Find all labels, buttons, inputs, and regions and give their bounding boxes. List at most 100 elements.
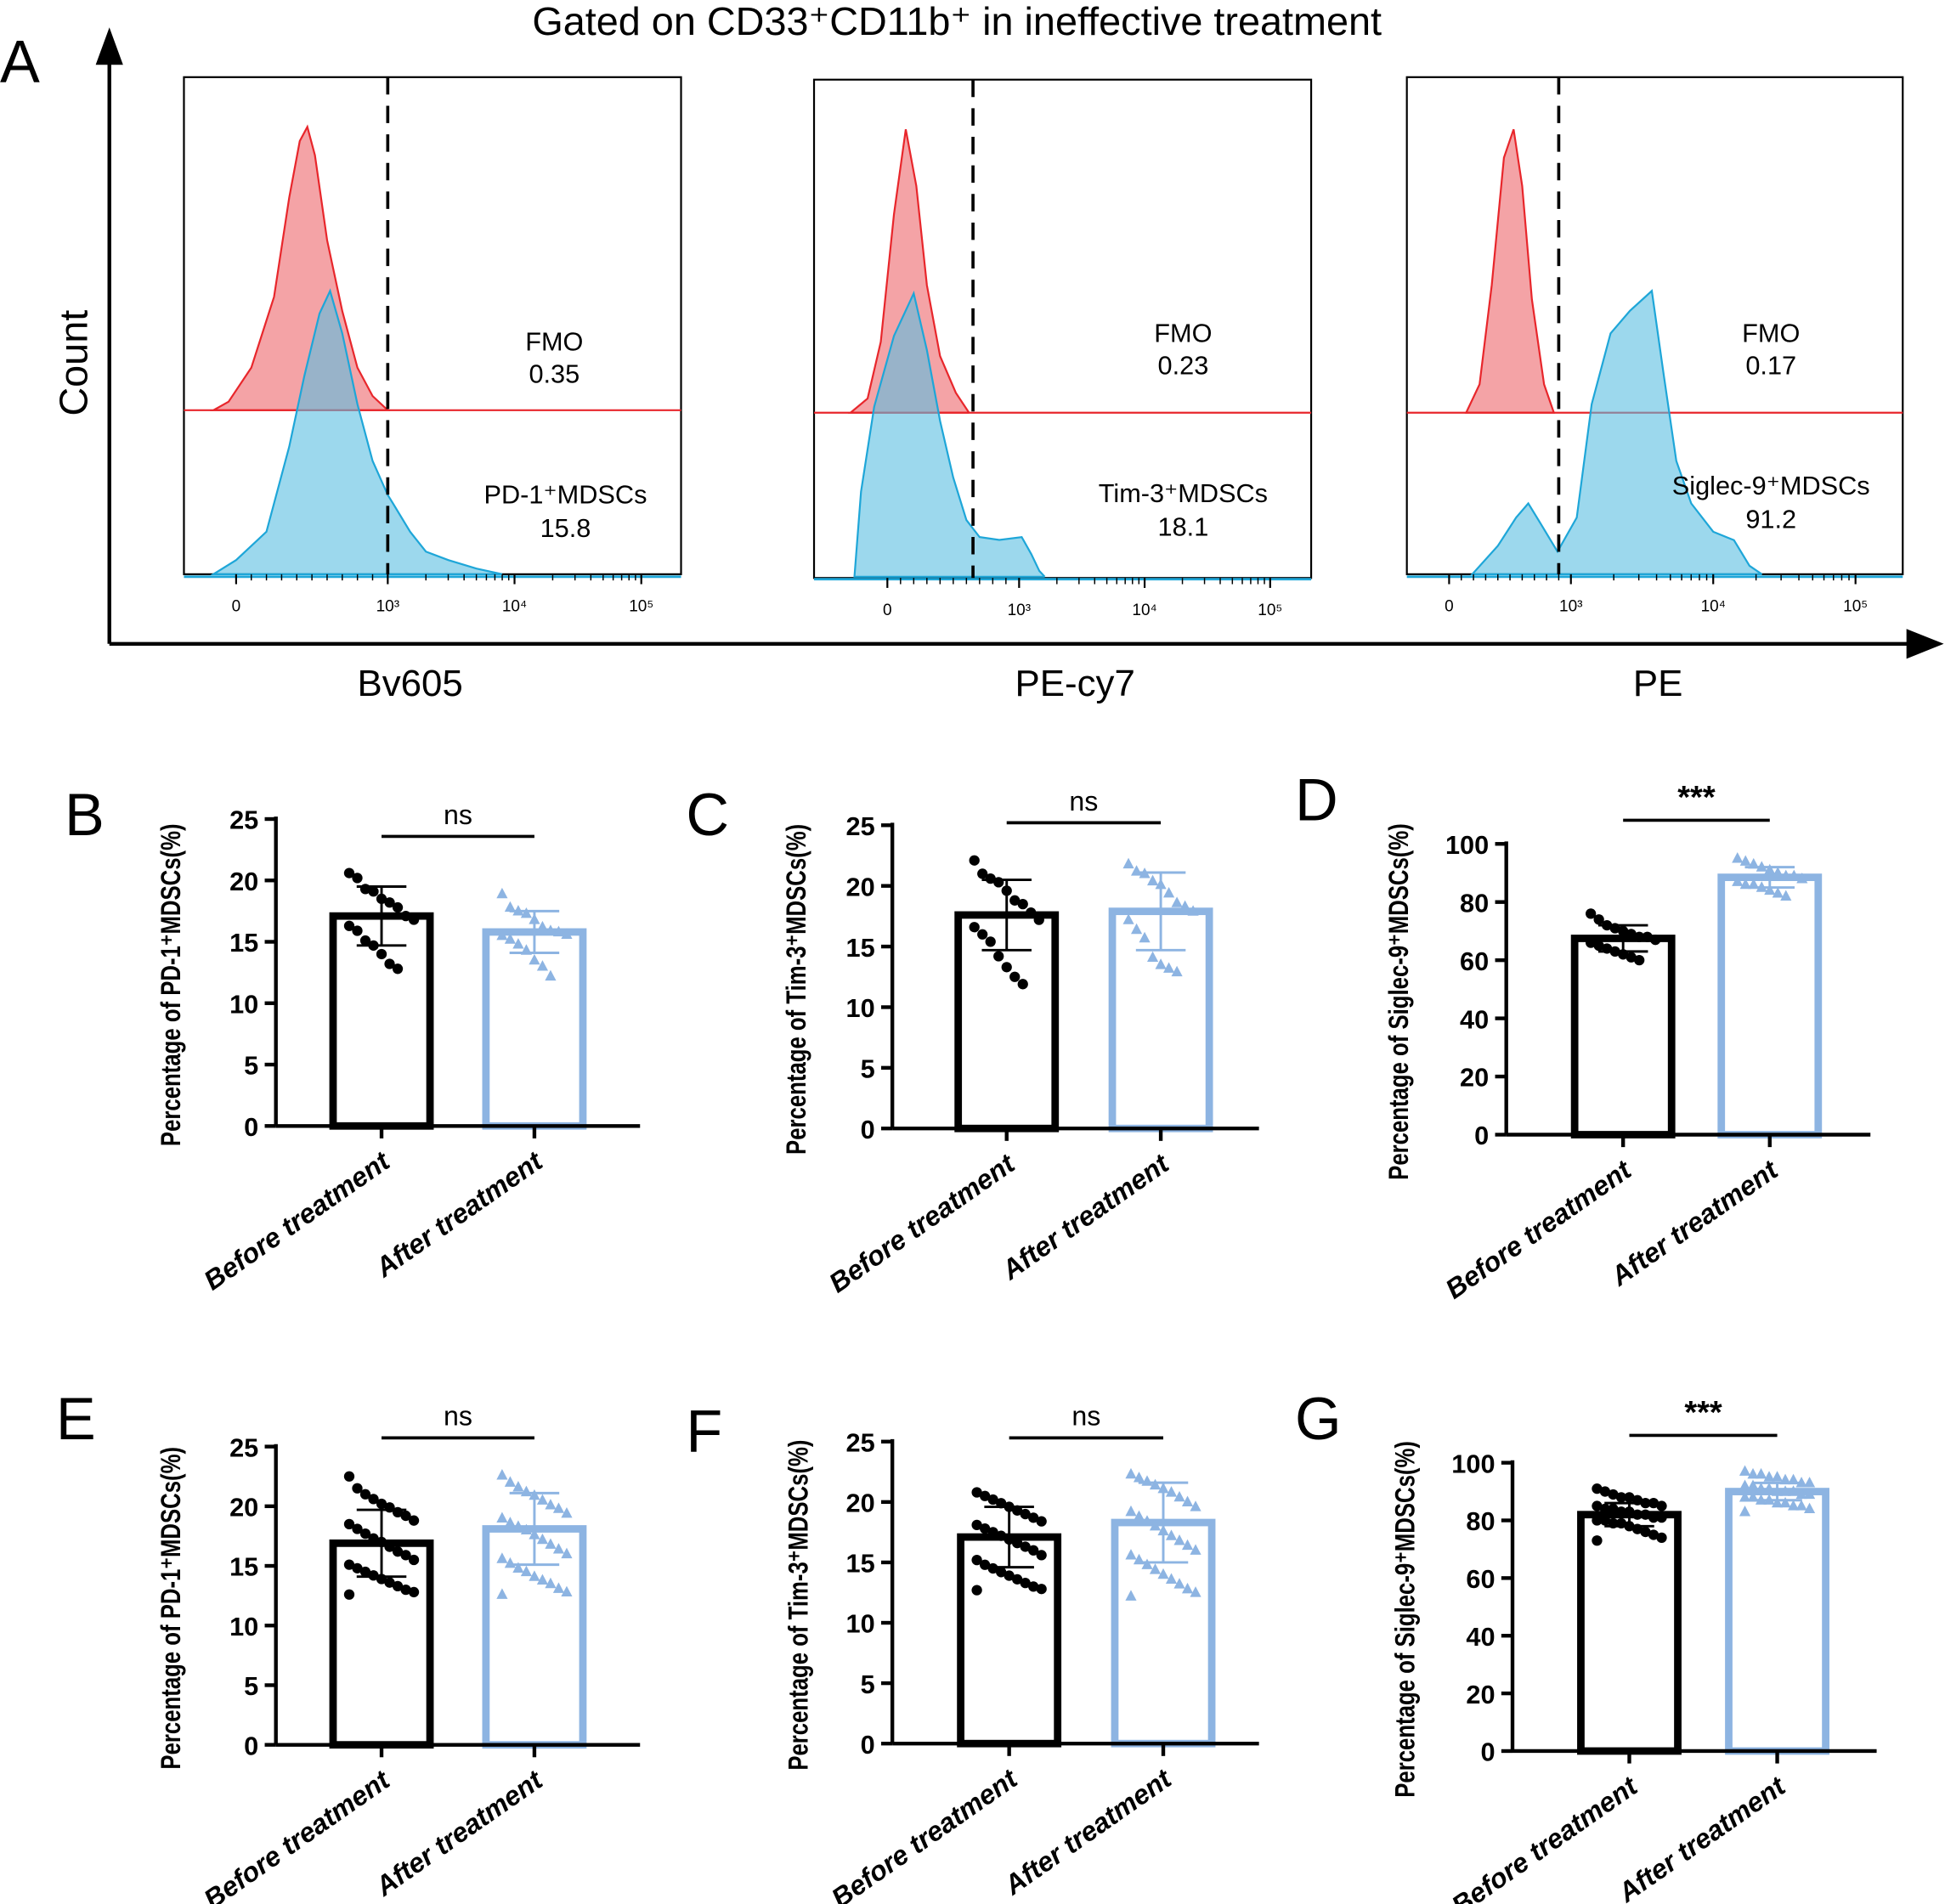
data-point	[979, 1523, 991, 1534]
data-point	[971, 1487, 982, 1498]
x-tick-label: 0	[232, 598, 241, 616]
y-axis-label: Percentage of Tim-3⁺MDSCs(%)	[782, 824, 811, 1155]
data-point	[971, 1554, 982, 1566]
data-point	[359, 1489, 371, 1500]
data-point	[400, 1584, 411, 1596]
y-tick-label: 25	[846, 811, 875, 841]
data-point	[529, 1570, 540, 1581]
data-point	[977, 868, 988, 879]
y-tick-label: 20	[229, 867, 258, 896]
data-point	[1001, 962, 1012, 973]
fmo-label: FMO	[1154, 318, 1212, 347]
data-point	[545, 1538, 557, 1549]
data-point	[1787, 1500, 1800, 1511]
data-point	[1634, 955, 1645, 966]
y-tick-label: 5	[244, 1671, 258, 1701]
data-point	[352, 1562, 363, 1573]
data-point	[1146, 874, 1159, 886]
data-point	[1036, 1584, 1047, 1595]
x-tick-label: 0	[1445, 598, 1454, 616]
data-point	[408, 1515, 420, 1526]
x-tick-label: After treatment	[996, 1148, 1175, 1286]
data-point	[376, 1498, 387, 1510]
y-tick-label: 20	[1460, 1063, 1489, 1093]
x-tick-label: Before treatment	[826, 1763, 1023, 1904]
x-tick-label: 0	[883, 602, 892, 619]
data-point	[561, 1506, 573, 1518]
data-point	[1763, 1482, 1775, 1494]
data-point	[343, 1518, 355, 1530]
data-point	[352, 1483, 363, 1494]
data-point	[1624, 1492, 1635, 1503]
stained-histogram	[1470, 289, 1763, 575]
data-point	[392, 901, 404, 913]
data-point	[1608, 1489, 1619, 1500]
data-point	[985, 936, 996, 947]
data-point	[359, 1528, 371, 1540]
fmo-value: 0.23	[1158, 350, 1209, 380]
panel-letter: B	[65, 781, 105, 848]
data-point	[520, 907, 533, 918]
data-point	[977, 929, 988, 940]
significance-label: ns	[444, 1401, 472, 1432]
x-tick-label: After treatment	[369, 1764, 548, 1902]
data-point	[1615, 1506, 1627, 1517]
data-point	[561, 1547, 573, 1559]
y-tick-label: 5	[861, 1054, 875, 1084]
data-point	[1173, 1534, 1185, 1545]
y-tick-label: 10	[229, 1612, 258, 1641]
data-point	[995, 1530, 1007, 1541]
data-point	[392, 1546, 404, 1557]
data-point	[1020, 1577, 1031, 1589]
data-point	[561, 1585, 573, 1597]
y-tick-label: 60	[1466, 1564, 1495, 1594]
data-point	[359, 1566, 371, 1578]
significance-label: ***	[1677, 780, 1716, 816]
data-point	[496, 1588, 508, 1599]
data-point	[1634, 931, 1645, 942]
data-point	[400, 911, 411, 922]
data-point	[496, 887, 508, 899]
data-point	[1739, 1465, 1751, 1476]
y-tick-label: 25	[846, 1427, 875, 1457]
data-point	[1772, 867, 1784, 878]
data-point	[979, 1490, 991, 1501]
y-tick-label: 10	[229, 989, 258, 1019]
data-point	[1626, 952, 1637, 963]
data-point	[384, 1577, 395, 1588]
y-axis-label: Percentage of Tim-3⁺MDSCs(%)	[784, 1440, 814, 1771]
y-tick-label: 0	[1474, 1121, 1489, 1150]
data-point	[552, 1582, 565, 1593]
data-point	[512, 1481, 524, 1492]
data-point	[969, 855, 980, 866]
data-point	[1033, 914, 1044, 925]
data-point	[352, 1523, 363, 1534]
x-tick-label: 10⁵	[629, 598, 653, 616]
data-point	[1795, 1500, 1807, 1511]
data-point	[343, 920, 355, 931]
data-point	[1803, 1477, 1816, 1488]
data-point	[1764, 884, 1776, 896]
data-point	[1004, 1570, 1015, 1581]
panel-a-xlabel-pe: PE	[1633, 663, 1683, 704]
data-point	[1028, 1581, 1039, 1592]
data-point	[520, 1565, 533, 1577]
bar-chart-e: E Percentage of PD-1⁺MDSCs(%) Before treat…	[56, 1385, 641, 1904]
data-point	[1648, 1511, 1659, 1523]
data-point	[1133, 1472, 1145, 1483]
data-point	[343, 1559, 355, 1570]
data-point	[1139, 931, 1151, 943]
significance-label: ns	[444, 799, 472, 830]
data-point	[504, 901, 516, 912]
data-point	[1141, 1558, 1153, 1569]
stained-label: Tim-3⁺MDSCs	[1099, 478, 1268, 508]
data-point	[408, 1554, 420, 1566]
y-axis-label: Percentage of Siglec-9⁺MDSCs(%)	[1391, 1441, 1421, 1798]
histogram-3: 0 10³ 10⁴ 10⁵ FMO 0.17 Siglec-9⁺MDSCs 91.2	[1405, 76, 1904, 616]
bar-before	[1577, 1511, 1682, 1755]
y-tick-label: 25	[229, 1432, 258, 1462]
data-point	[1149, 1519, 1162, 1531]
data-point	[343, 1589, 355, 1600]
